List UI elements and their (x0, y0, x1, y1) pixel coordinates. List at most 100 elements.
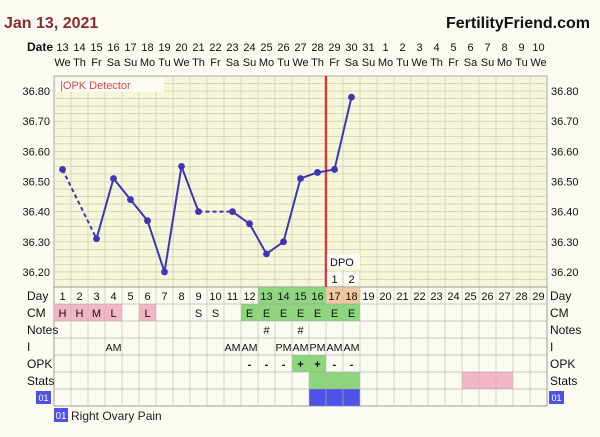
date-label: 8 (501, 42, 507, 54)
cycle-day-label: 1 (59, 291, 65, 303)
day-cell-fertile (309, 287, 326, 304)
intercourse-value: AM (344, 343, 360, 354)
date-headers: 13We14Th15Fr16Sa17Su18Mo19Tu20We21Th22Fr… (54, 42, 546, 69)
cm-value: S (212, 308, 219, 320)
date-label: 27 (294, 42, 306, 54)
cm-value: L (110, 308, 116, 320)
cm-value: E (280, 308, 287, 320)
cm-value: L (144, 308, 150, 320)
code-label-right: 01 (551, 393, 561, 403)
dpo-label-bg (327, 254, 360, 269)
opk-cell-positive (292, 355, 309, 372)
row-label-right: I (550, 340, 553, 354)
weekday-label: We (411, 57, 427, 69)
code-label-left: 01 (38, 393, 48, 403)
day-cell-fertile (258, 287, 275, 304)
y-tick-left: 36.40 (22, 207, 50, 219)
cm-cell (292, 304, 309, 321)
intercourse-value: AM (106, 343, 122, 354)
cm-value: E (297, 308, 304, 320)
temperature-point (297, 175, 304, 182)
cycle-day-label: 16 (311, 291, 323, 303)
cycle-day-label: 15 (294, 291, 306, 303)
opk-value: - (248, 359, 252, 371)
temperature-point (348, 93, 355, 101)
legend-code-box (54, 408, 68, 422)
cycle-day-label: 24 (447, 291, 459, 303)
cycle-day-label: 28 (515, 291, 527, 303)
day-cell-luteal (343, 287, 360, 304)
y-tick-right: 36.70 (551, 116, 579, 128)
y-tick-right: 36.40 (551, 207, 579, 219)
date-label: 4 (433, 42, 439, 54)
cm-value: S (195, 308, 202, 320)
date-label: 23 (226, 42, 238, 54)
opk-detector-box (56, 78, 164, 92)
cycle-day-label: 19 (362, 291, 374, 303)
data-table: Day Day CM CM Notes Notes I I OPK OPK Stats Stats 01… (27, 286, 581, 407)
row-label-right: Notes (550, 323, 581, 337)
opk-value: - (282, 359, 286, 371)
opk-value: - (265, 359, 269, 371)
temperature-point (263, 250, 270, 258)
opk-detector-label: |OPK Detector (60, 80, 131, 92)
dpo-day-bg (344, 272, 359, 286)
temperature-segment (180, 166, 200, 212)
y-tick-left: 36.50 (22, 177, 50, 189)
date-label: 7 (484, 42, 490, 54)
cm-cell (139, 304, 156, 321)
cycle-day-label: 29 (532, 291, 544, 303)
row-label-left: Notes (27, 323, 58, 337)
cycle-day-label: 5 (127, 291, 133, 303)
date-label: 6 (467, 42, 473, 54)
weekday-label: Mo (259, 57, 274, 69)
temperature-segment (112, 177, 132, 201)
weekday-label: Tu (158, 57, 170, 69)
temperature-segment (129, 198, 149, 222)
date-label: 15 (90, 42, 102, 54)
stats-cell-pink (496, 372, 513, 389)
date-label: 14 (73, 42, 85, 54)
note-marker: # (263, 325, 270, 337)
weekday-label: Sa (107, 57, 121, 69)
row-label-right: CM (550, 306, 569, 320)
temperature-point (110, 175, 117, 182)
cm-value: E (331, 308, 338, 320)
y-tick-right: 36.60 (551, 146, 579, 158)
cm-value: H (59, 308, 67, 320)
opk-cell-positive (309, 355, 326, 372)
cm-cell (275, 304, 292, 321)
weekday-label: Tu (515, 57, 527, 69)
date-label: 30 (345, 42, 357, 54)
temperature-segment (163, 166, 183, 273)
weekday-label: Tu (396, 57, 408, 69)
weekday-label: We (173, 57, 189, 69)
temperature-point (161, 268, 168, 276)
weekday-label: Th (430, 57, 443, 69)
cm-cell (241, 304, 258, 321)
weekday-label: Fr (210, 57, 221, 69)
date-label: 13 (56, 42, 68, 54)
cm-cell (258, 304, 275, 321)
intercourse-value: AM (225, 343, 241, 354)
cycle-day-label: 13 (260, 291, 272, 303)
date-label: 19 (158, 42, 170, 54)
opk-value: + (297, 359, 303, 371)
date-label: 9 (518, 42, 524, 54)
y-tick-right: 36.20 (551, 267, 579, 279)
temperature-point (280, 238, 287, 246)
cycle-day-label: 18 (345, 291, 357, 303)
note-marker: # (297, 325, 304, 337)
weekday-label: Su (362, 57, 375, 69)
code-box (36, 391, 51, 404)
row-label-left: CM (27, 306, 46, 320)
weekday-label: We (530, 57, 546, 69)
temperature-line: DPO 1 2 (59, 76, 360, 287)
date-label: 24 (243, 42, 255, 54)
cycle-day-label: 22 (413, 291, 425, 303)
row-label-left: I (27, 340, 30, 354)
cycle-day-label: 7 (161, 291, 167, 303)
cycle-day-label: 12 (243, 291, 255, 303)
cycle-day-label: 21 (396, 291, 408, 303)
